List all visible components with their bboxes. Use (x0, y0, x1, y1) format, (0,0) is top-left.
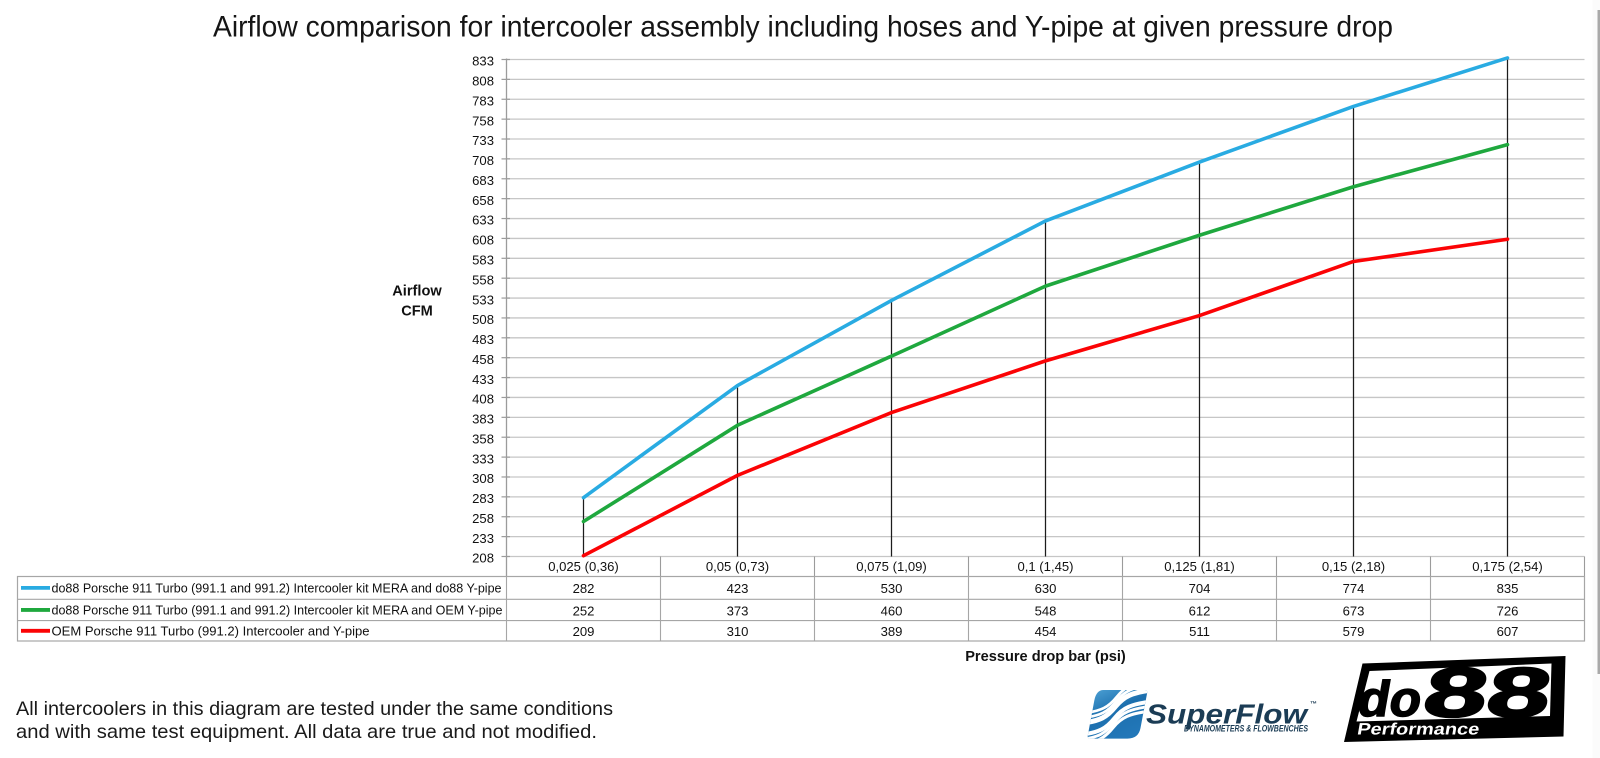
svg-text:333: 333 (472, 451, 494, 466)
svg-text:CFM: CFM (401, 304, 433, 320)
svg-text:0,125 (1,81): 0,125 (1,81) (1164, 559, 1235, 574)
svg-text:511: 511 (1189, 624, 1210, 639)
svg-text:658: 658 (472, 193, 494, 208)
svg-text:383: 383 (472, 412, 494, 427)
svg-text:do88 Porsche 911 Turbo (991.1: do88 Porsche 911 Turbo (991.1 and 991.2)… (52, 603, 503, 618)
svg-text:Airflow: Airflow (392, 284, 442, 300)
svg-text:579: 579 (1343, 624, 1365, 639)
svg-text:423: 423 (727, 581, 749, 596)
svg-text:283: 283 (472, 491, 494, 506)
svg-text:233: 233 (472, 531, 494, 546)
svg-text:612: 612 (1189, 603, 1211, 618)
svg-text:0,05 (0,73): 0,05 (0,73) (706, 559, 769, 574)
svg-text:0,175 (2,54): 0,175 (2,54) (1472, 559, 1543, 574)
svg-text:833: 833 (472, 54, 494, 69)
svg-text:673: 673 (1343, 603, 1365, 618)
svg-text:and with same test equipment.: and with same test equipment. All data a… (16, 721, 597, 743)
svg-text:358: 358 (472, 431, 494, 446)
svg-text:583: 583 (472, 253, 494, 268)
svg-text:454: 454 (1035, 624, 1057, 639)
svg-text:458: 458 (472, 352, 494, 367)
svg-text:DYNAMOMETERS & FLOWBENCHES: DYNAMOMETERS & FLOWBENCHES (1184, 724, 1309, 734)
svg-text:835: 835 (1497, 581, 1519, 596)
svg-text:726: 726 (1497, 603, 1519, 618)
svg-text:733: 733 (472, 133, 494, 148)
svg-text:209: 209 (573, 624, 595, 639)
svg-text:252: 252 (573, 603, 595, 618)
svg-text:460: 460 (881, 603, 903, 618)
svg-text:258: 258 (472, 511, 494, 526)
svg-text:633: 633 (472, 213, 494, 228)
svg-text:389: 389 (881, 624, 903, 639)
svg-text:758: 758 (472, 113, 494, 128)
svg-text:704: 704 (1189, 581, 1211, 596)
svg-text:0,025 (0,36): 0,025 (0,36) (548, 559, 619, 574)
svg-text:408: 408 (472, 392, 494, 407)
svg-text:433: 433 (472, 372, 494, 387)
svg-text:783: 783 (472, 93, 494, 108)
svg-text:0,15 (2,18): 0,15 (2,18) (1322, 559, 1385, 574)
svg-text:558: 558 (472, 272, 494, 287)
svg-text:808: 808 (472, 74, 494, 89)
svg-text:All intercoolers in this diagr: All intercoolers in this diagram are tes… (16, 698, 613, 720)
svg-text:SuperFlow: SuperFlow (1146, 699, 1309, 730)
svg-text:530: 530 (881, 581, 903, 596)
svg-text:708: 708 (472, 153, 494, 168)
svg-text:0,075 (1,09): 0,075 (1,09) (856, 559, 927, 574)
svg-text:630: 630 (1035, 581, 1057, 596)
svg-text:373: 373 (727, 603, 749, 618)
svg-text:607: 607 (1497, 624, 1519, 639)
svg-text:0,1 (1,45): 0,1 (1,45) (1017, 559, 1073, 574)
svg-text:548: 548 (1035, 603, 1057, 618)
svg-text:308: 308 (472, 471, 494, 486)
svg-text:774: 774 (1343, 581, 1365, 596)
svg-text:OEM Porsche 911 Turbo (991.2): OEM Porsche 911 Turbo (991.2) Intercoole… (52, 623, 370, 638)
svg-text:™: ™ (1310, 701, 1317, 708)
svg-text:683: 683 (472, 173, 494, 188)
svg-text:Performance: Performance (1356, 720, 1481, 739)
svg-text:do: do (1354, 670, 1427, 727)
svg-text:533: 533 (472, 292, 494, 307)
svg-text:282: 282 (573, 581, 595, 596)
svg-text:Airflow comparison for interco: Airflow comparison for intercooler assem… (213, 11, 1393, 44)
svg-text:208: 208 (472, 551, 494, 566)
svg-text:88: 88 (1418, 653, 1558, 731)
svg-text:608: 608 (472, 233, 494, 248)
svg-text:483: 483 (472, 332, 494, 347)
svg-text:Pressure drop bar (psi): Pressure drop bar (psi) (965, 649, 1126, 665)
svg-text:508: 508 (472, 312, 494, 327)
svg-text:do88 Porsche 911 Turbo (991.1: do88 Porsche 911 Turbo (991.1 and 991.2)… (52, 581, 502, 596)
svg-text:310: 310 (727, 624, 749, 639)
